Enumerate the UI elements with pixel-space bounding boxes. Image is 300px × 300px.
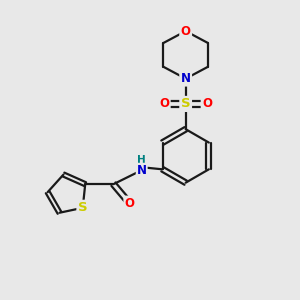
Text: O: O xyxy=(181,25,191,38)
Text: N: N xyxy=(137,164,147,177)
Text: S: S xyxy=(78,201,88,214)
Text: O: O xyxy=(202,98,212,110)
Text: H: H xyxy=(137,154,146,164)
Text: N: N xyxy=(181,72,191,85)
Text: O: O xyxy=(125,197,135,210)
Text: O: O xyxy=(159,98,169,110)
Text: S: S xyxy=(181,98,190,110)
